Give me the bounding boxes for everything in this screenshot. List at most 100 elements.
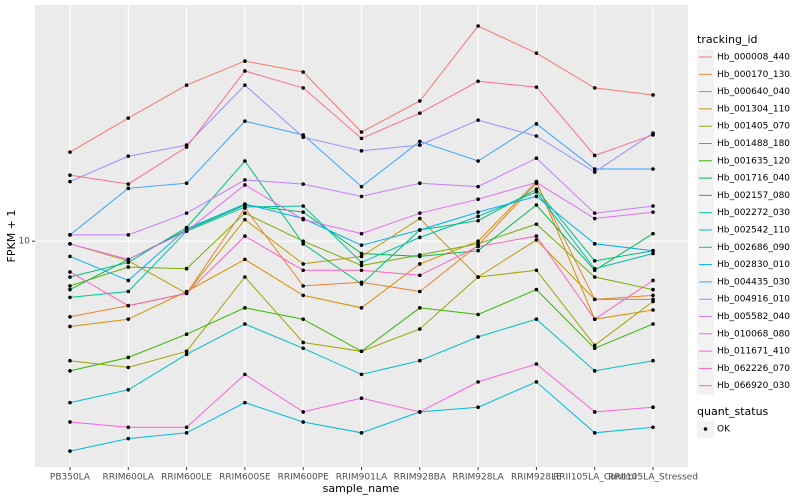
- legend-label: Hb_011671_410: [717, 347, 790, 357]
- data-point: [651, 231, 655, 236]
- data-point: [592, 346, 597, 351]
- legend-label: Hb_001488_180: [717, 139, 790, 149]
- data-point: [359, 130, 364, 134]
- data-point: [301, 70, 305, 74]
- data-point: [68, 295, 72, 300]
- data-point: [184, 332, 189, 337]
- x-tick-label: RRIM600LE: [161, 473, 212, 483]
- data-point: [476, 244, 480, 249]
- data-point: [651, 425, 655, 430]
- data-point: [126, 278, 131, 283]
- data-point: [68, 179, 72, 184]
- data-point: [184, 431, 189, 435]
- data-point: [301, 204, 305, 208]
- data-point: [301, 293, 305, 298]
- data-point: [243, 322, 247, 326]
- data-point: [68, 369, 72, 373]
- data-point: [184, 349, 189, 354]
- data-point: [359, 254, 364, 259]
- data-point: [534, 156, 539, 161]
- data-point: [592, 317, 597, 321]
- data-point: [68, 420, 72, 424]
- data-point: [68, 400, 72, 405]
- legend-label: Hb_000170_130: [717, 70, 790, 80]
- legend-label: Hb_001635_120: [717, 156, 790, 166]
- data-point: [301, 262, 305, 266]
- data-point: [476, 248, 480, 253]
- y-tick-label: 10: [19, 237, 31, 247]
- data-point: [243, 306, 247, 310]
- data-point: [68, 173, 72, 177]
- data-point: [592, 266, 597, 271]
- legend-label: Hb_004916_010: [717, 295, 790, 305]
- data-point: [534, 222, 539, 226]
- data-point: [592, 343, 597, 348]
- legend-swatch: [703, 427, 708, 431]
- data-point: [243, 183, 247, 187]
- data-point: [592, 431, 597, 435]
- data-point: [476, 380, 480, 384]
- data-point: [184, 145, 189, 149]
- data-point: [592, 211, 597, 215]
- data-point: [418, 358, 422, 363]
- data-point: [301, 420, 305, 424]
- data-point: [476, 159, 480, 163]
- data-point: [651, 358, 655, 363]
- data-point: [418, 111, 422, 115]
- data-point: [359, 431, 364, 435]
- data-point: [359, 396, 364, 401]
- data-point: [476, 275, 480, 279]
- data-point: [651, 167, 655, 171]
- data-point: [359, 184, 364, 189]
- data-point: [418, 273, 422, 278]
- data-point: [126, 436, 131, 441]
- legend-label: Hb_010068_080: [717, 329, 790, 339]
- data-point: [184, 229, 189, 233]
- legend-label: Hb_001304_110: [717, 104, 790, 114]
- data-point: [126, 425, 131, 430]
- x-tick-label: RRIM928LE: [511, 473, 562, 483]
- data-point: [243, 178, 247, 182]
- data-point: [243, 83, 247, 87]
- data-point: [301, 284, 305, 288]
- data-point: [651, 287, 655, 292]
- data-point: [651, 204, 655, 208]
- legend-label: Hb_066920_030: [717, 381, 790, 391]
- data-point: [68, 315, 72, 319]
- data-point: [534, 203, 539, 207]
- legend-label: Hb_001716_040: [717, 174, 790, 184]
- data-point: [68, 242, 72, 246]
- x-tick-label: RRIM928BA: [394, 473, 447, 483]
- data-point: [301, 210, 305, 214]
- data-point: [534, 134, 539, 138]
- data-point: [243, 217, 247, 222]
- data-point: [126, 265, 131, 269]
- data-point: [68, 287, 72, 292]
- legend-label: Hb_000008_440: [717, 53, 790, 63]
- data-point: [476, 239, 480, 244]
- data-point: [184, 352, 189, 357]
- data-point: [359, 349, 364, 354]
- data-point: [126, 289, 131, 294]
- data-point: [534, 187, 539, 192]
- data-point: [592, 216, 597, 221]
- data-point: [534, 190, 539, 194]
- data-point: [418, 143, 422, 147]
- data-point: [301, 86, 305, 90]
- x-tick-label: PB350LA: [50, 473, 91, 483]
- data-point: [534, 287, 539, 292]
- data-point: [418, 211, 422, 215]
- data-point: [534, 317, 539, 321]
- x-tick-label: RRIM928LA: [452, 473, 504, 483]
- data-point: [534, 234, 539, 238]
- data-point: [592, 369, 597, 373]
- data-point: [301, 268, 305, 273]
- data-point: [301, 217, 305, 222]
- data-point: [359, 306, 364, 310]
- data-point: [592, 275, 597, 279]
- data-point: [68, 254, 72, 259]
- data-point: [126, 387, 131, 392]
- data-point: [476, 214, 480, 219]
- data-point: [592, 259, 597, 263]
- data-point: [68, 358, 72, 363]
